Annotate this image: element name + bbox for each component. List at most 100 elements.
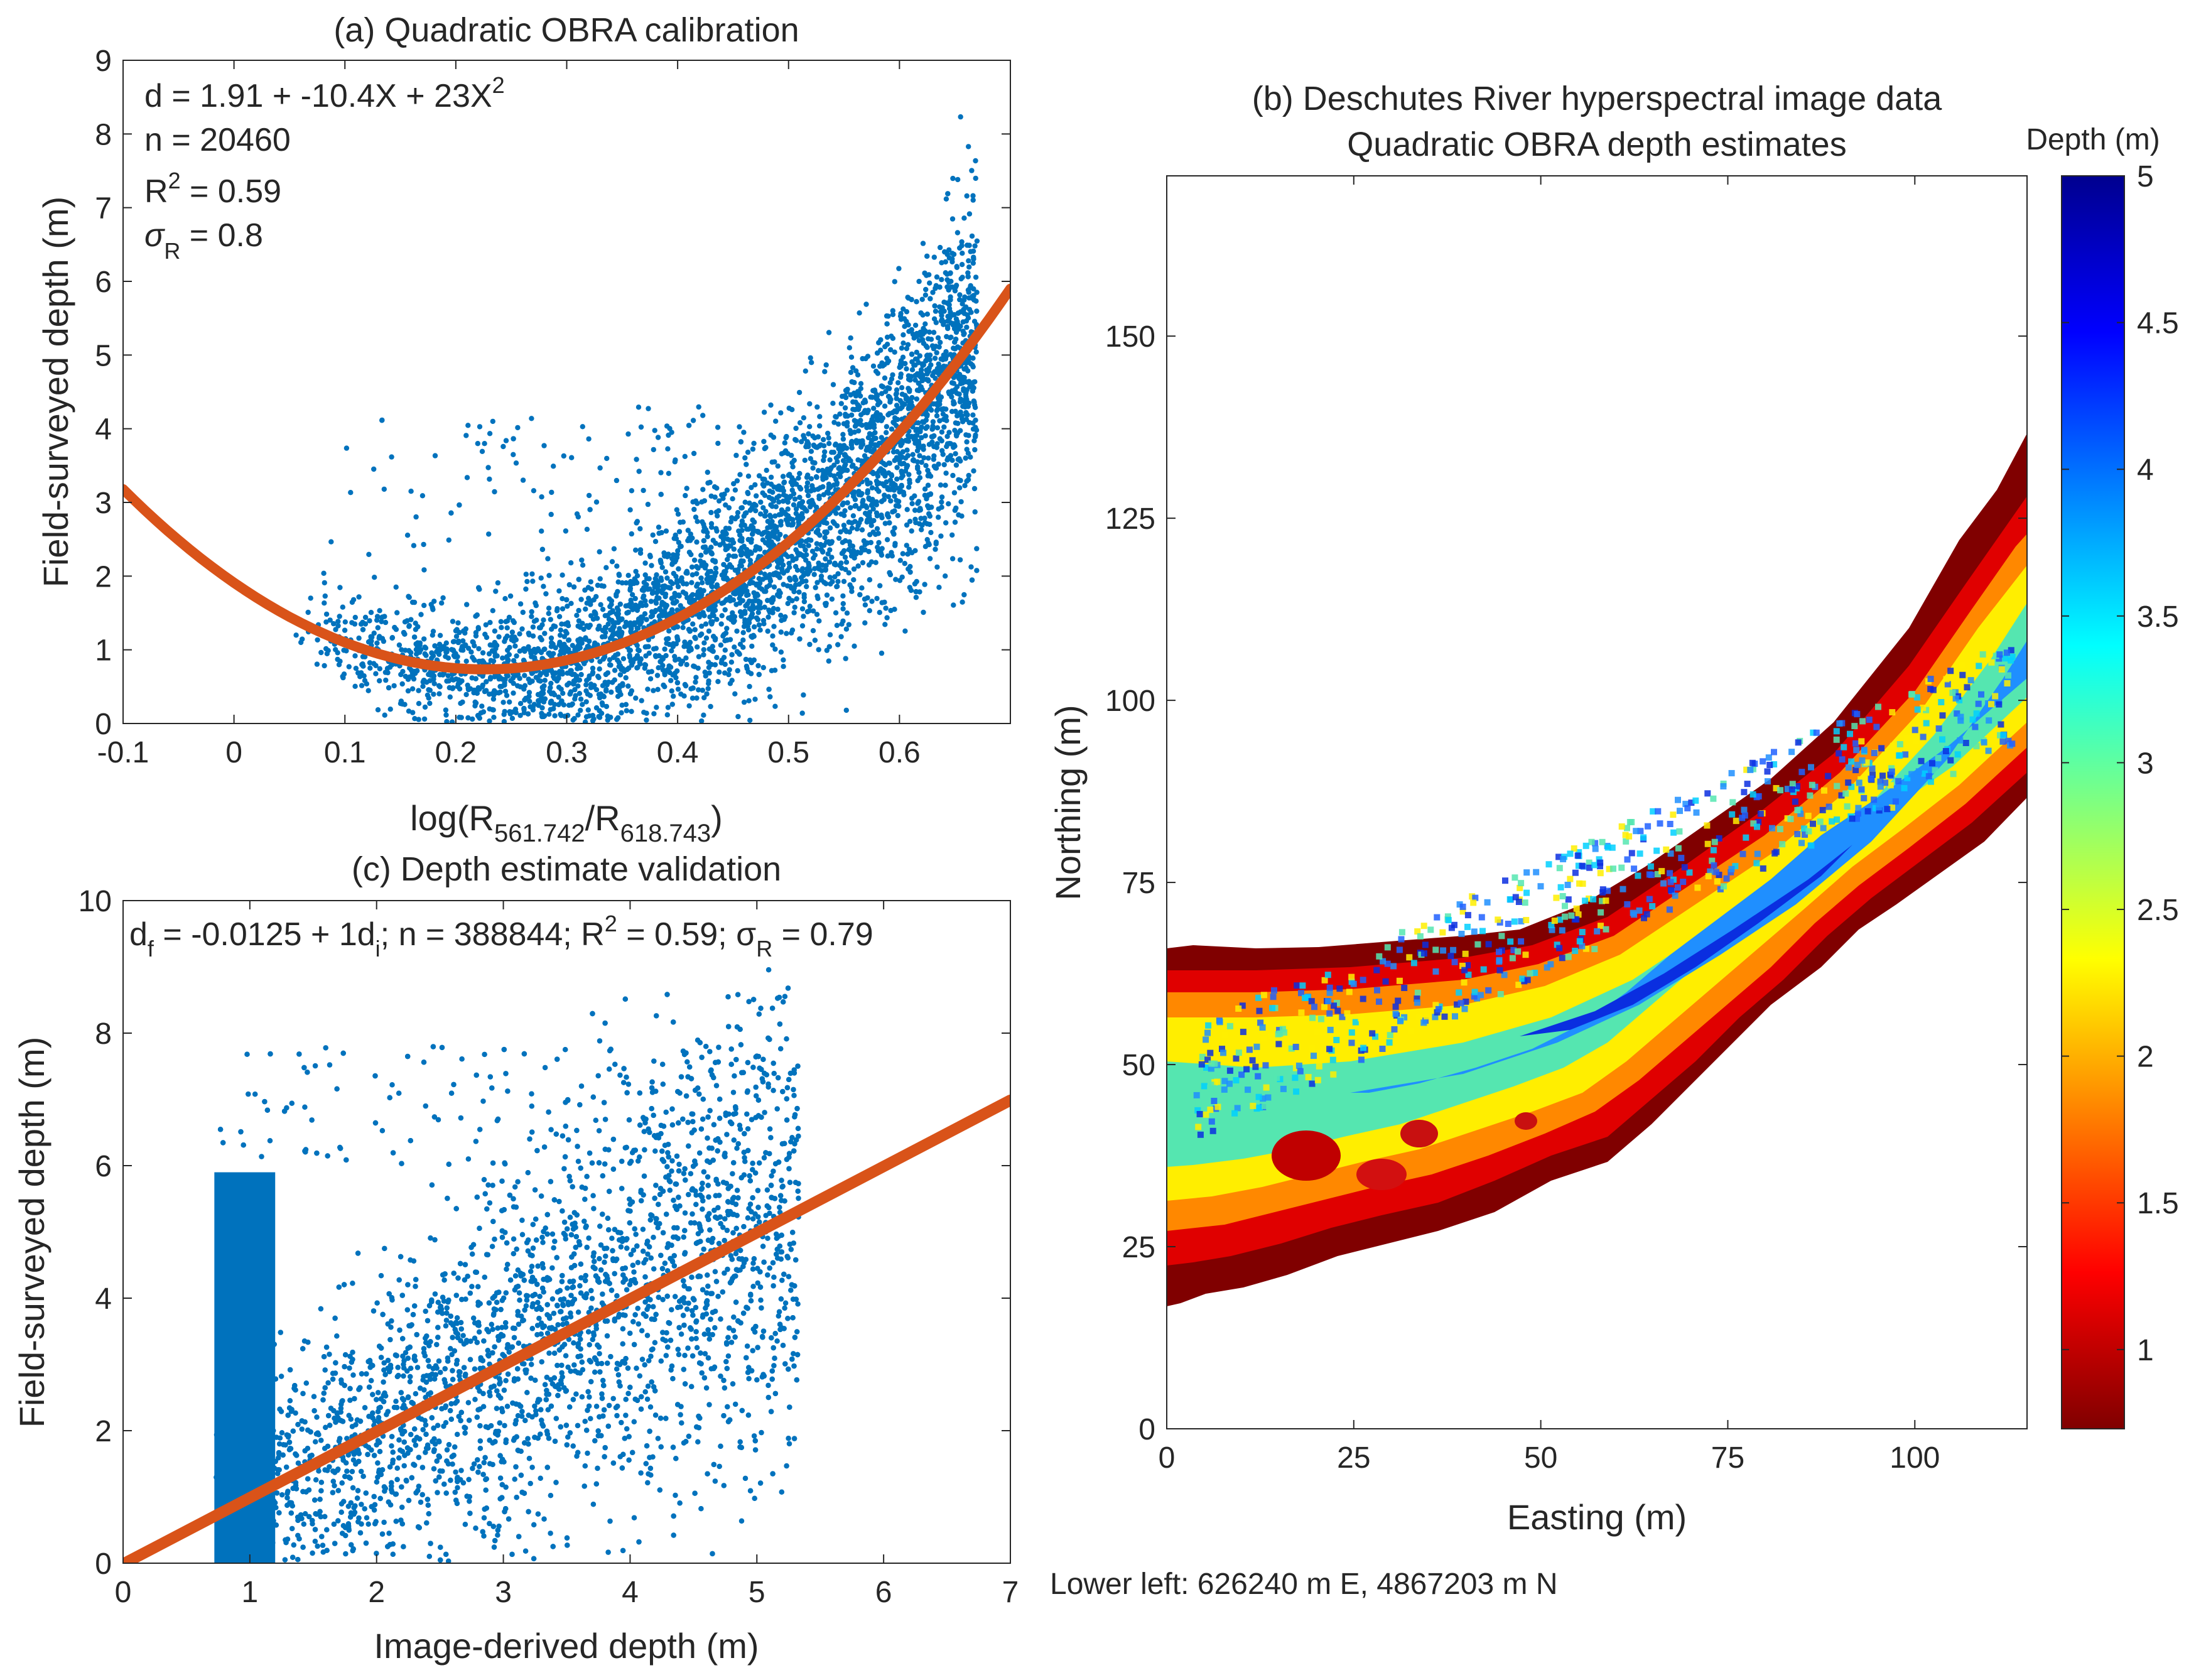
- panel-a-point: [972, 243, 978, 249]
- panel-a-point: [952, 339, 958, 345]
- panel-a-point: [781, 582, 786, 587]
- panel-a-point: [879, 418, 884, 423]
- panel-a-point: [964, 324, 970, 330]
- panel-a-point: [372, 575, 377, 580]
- panel-a-point: [502, 708, 507, 715]
- panel-a-point: [416, 701, 422, 707]
- panel-a-point: [804, 583, 809, 590]
- panel-a-point: [740, 545, 746, 550]
- panel-a-point: [869, 485, 875, 490]
- panel-a-point: [879, 499, 885, 504]
- panel-a-point: [910, 452, 916, 457]
- panel-a-point: [966, 472, 971, 479]
- panel-a-point: [427, 700, 433, 707]
- panel-a-point: [666, 628, 672, 634]
- panel-a-point: [703, 635, 710, 641]
- panel-a-point: [504, 618, 511, 624]
- panel-a-point: [360, 627, 366, 632]
- panel-a-point: [432, 453, 438, 458]
- panel-a-point: [799, 439, 804, 445]
- panel-a-point: [564, 631, 570, 636]
- panel-a-point: [605, 717, 610, 723]
- panel-a-point: [841, 578, 847, 584]
- panel-a-point: [814, 445, 820, 450]
- panel-a-point: [841, 512, 847, 518]
- panel-a-point: [826, 435, 831, 441]
- panel-a-point: [666, 636, 671, 642]
- panel-a-point: [575, 623, 581, 629]
- panel-a-point: [932, 369, 938, 374]
- panel-a-point: [867, 532, 873, 538]
- panel-a-point: [322, 600, 327, 606]
- panel-a-point: [873, 499, 879, 505]
- panel-a-point: [917, 453, 922, 458]
- panel-a-point: [445, 673, 451, 679]
- panel-a-point: [892, 279, 898, 285]
- panel-a-point: [883, 605, 889, 611]
- panel-a-point: [954, 264, 960, 269]
- panel-a-point: [833, 414, 838, 420]
- panel-a-point: [964, 439, 970, 445]
- panel-a-point: [652, 619, 657, 625]
- panel-a-point: [767, 576, 773, 582]
- panel-a-point: [770, 605, 777, 612]
- panel-a-point: [769, 459, 775, 465]
- panel-a-point: [851, 566, 857, 572]
- panel-a-point: [927, 556, 933, 561]
- panel-a-point: [696, 654, 702, 659]
- panel-a-point: [539, 546, 546, 552]
- panel-a-point: [614, 563, 620, 569]
- panel-a-y-tick-label: 6: [95, 266, 112, 299]
- panel-a-point: [898, 406, 904, 411]
- panel-a-point: [610, 654, 617, 661]
- panel-a-point: [722, 648, 728, 653]
- panel-a-point: [895, 380, 901, 386]
- panel-a-point: [568, 600, 574, 606]
- panel-a-point: [890, 308, 896, 313]
- panel-a-point: [364, 681, 370, 687]
- panel-a-point: [868, 523, 874, 528]
- panel-a-point: [656, 665, 661, 671]
- panel-a-point: [451, 639, 457, 644]
- panel-a-point: [581, 626, 587, 632]
- panel-a-point: [921, 340, 927, 346]
- panel-a-point: [558, 627, 564, 633]
- panel-a-point: [867, 516, 873, 521]
- panel-a-point: [730, 610, 735, 615]
- panel-a-point: [948, 297, 953, 303]
- panel-a-point: [941, 308, 947, 314]
- panel-a-point: [921, 420, 927, 425]
- panel-a-point: [529, 609, 534, 615]
- panel-a-point: [855, 428, 862, 434]
- panel-a-point: [756, 622, 762, 628]
- panel-a-point: [367, 618, 372, 624]
- panel-a-y-tick-label: 3: [95, 487, 112, 520]
- panel-a-point: [819, 568, 825, 573]
- panel-a-point: [668, 678, 674, 683]
- panel-a-point: [746, 698, 752, 704]
- panel-a-point: [633, 578, 639, 584]
- panel-a-point: [912, 377, 918, 383]
- panel-a-point: [659, 529, 664, 536]
- panel-a-point: [475, 713, 481, 718]
- panel-a-point: [949, 380, 955, 386]
- panel-a-point: [860, 503, 865, 509]
- panel-a-point: [957, 557, 963, 563]
- panel-a-point: [904, 345, 910, 352]
- panel-a-point: [558, 699, 564, 705]
- panel-a-point: [964, 193, 970, 199]
- panel-a-point: [804, 480, 811, 485]
- panel-a-point: [873, 478, 880, 484]
- panel-a-point: [827, 575, 833, 580]
- panel-a-y-tick-label: 9: [95, 45, 112, 78]
- panel-a-point: [760, 505, 766, 511]
- panel-a-point: [792, 496, 798, 502]
- panel-a-point: [612, 668, 618, 673]
- panel-a-point: [826, 644, 833, 649]
- panel-a-point: [615, 579, 621, 585]
- panel-a-point: [598, 602, 603, 607]
- panel-a-point: [826, 441, 832, 447]
- panel-a-point: [710, 648, 716, 654]
- panel-a-point: [801, 595, 807, 600]
- panel-a-point: [943, 414, 949, 420]
